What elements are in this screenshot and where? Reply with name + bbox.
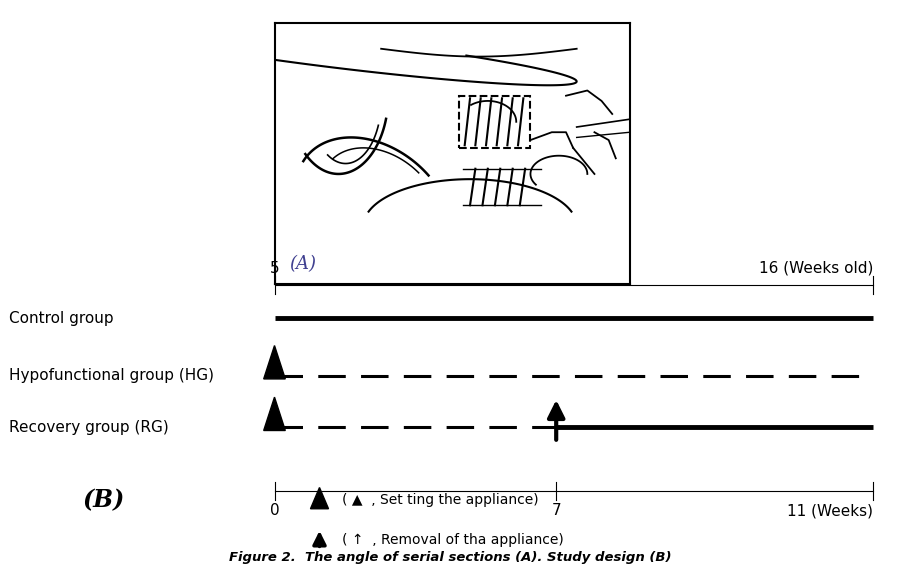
Text: ( ↑  , Removal of tha appliance): ( ↑ , Removal of tha appliance) bbox=[342, 533, 563, 547]
Text: 16 (Weeks old): 16 (Weeks old) bbox=[759, 261, 873, 276]
Text: 7: 7 bbox=[552, 503, 561, 518]
Text: (B): (B) bbox=[83, 488, 124, 512]
Text: 0: 0 bbox=[270, 503, 279, 518]
Polygon shape bbox=[310, 488, 328, 509]
Text: Figure 2.  The angle of serial sections (A). Study design (B): Figure 2. The angle of serial sections (… bbox=[229, 551, 671, 564]
Polygon shape bbox=[264, 397, 285, 430]
Text: ( ▲  , Set ting the appliance): ( ▲ , Set ting the appliance) bbox=[342, 493, 538, 507]
Text: Hypofunctional group (HG): Hypofunctional group (HG) bbox=[9, 369, 214, 383]
Bar bbox=[459, 96, 530, 148]
Text: Recovery group (RG): Recovery group (RG) bbox=[9, 420, 169, 435]
Text: (A): (A) bbox=[289, 255, 316, 273]
Text: Control group: Control group bbox=[9, 311, 113, 326]
Text: 11 (Weeks): 11 (Weeks) bbox=[787, 503, 873, 518]
Text: 5: 5 bbox=[270, 261, 279, 276]
Polygon shape bbox=[264, 345, 285, 379]
